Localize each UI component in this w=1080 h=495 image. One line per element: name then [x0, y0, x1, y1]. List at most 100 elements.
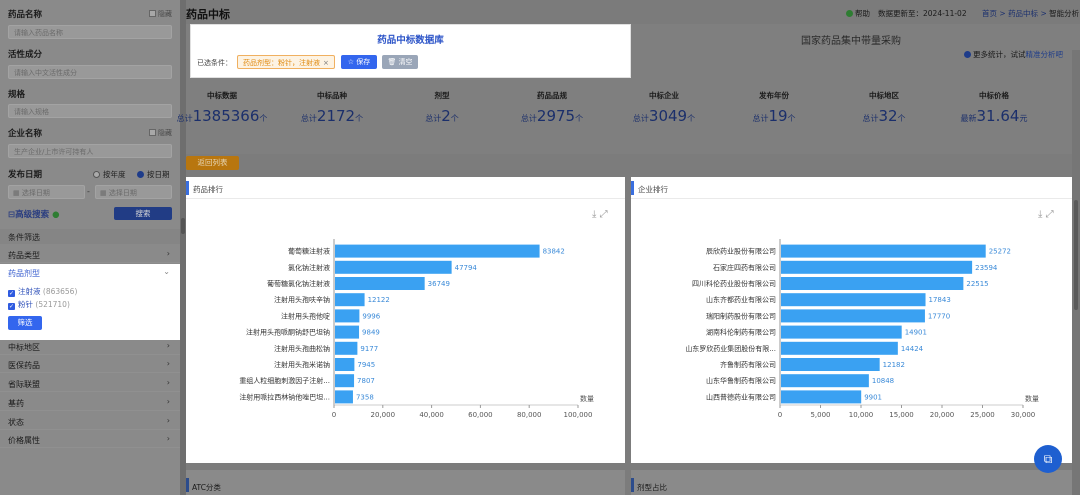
help-icon: [846, 10, 853, 17]
expand-icon[interactable]: ⤢: [599, 209, 608, 220]
company-input[interactable]: 生产企业/上市许可持有人: [8, 144, 172, 158]
group-insurance[interactable]: 医保药品 ›: [0, 356, 180, 373]
category-label: 山东罗欣药业集团股份有限...: [685, 344, 776, 353]
radio-label: 按年度: [103, 170, 126, 179]
feedback-button[interactable]: ⧉: [1034, 445, 1062, 473]
search-button[interactable]: 搜索: [114, 207, 172, 220]
drug-name-hide-toggle[interactable]: 隐藏: [149, 9, 172, 19]
bar: [335, 358, 355, 371]
bar: [781, 293, 926, 307]
value-label: 9996: [362, 312, 380, 320]
precise-analysis-link[interactable]: 精准分析吧: [1025, 50, 1064, 59]
stat-prefix: 总计: [632, 114, 649, 123]
value-label: 12182: [883, 361, 905, 369]
start-date-input[interactable]: ▦ 选择日期: [8, 185, 85, 199]
group-label: 医保药品: [8, 361, 40, 370]
stat-prefix: 总计: [862, 114, 879, 123]
dosage-share-panel: 剂型占比: [631, 470, 1072, 495]
stat-card: 剂型 总计2个: [392, 90, 492, 125]
category-label: 葡萄糖氯化钠注射液: [267, 279, 330, 288]
clear-button[interactable]: 🗑 清空: [382, 55, 418, 69]
filter-button[interactable]: 筛选: [8, 316, 42, 330]
category-label: 注射用头孢哌酮钠舒巴坦钠: [246, 328, 330, 337]
main-scrollbar[interactable]: [1072, 50, 1080, 495]
group-region[interactable]: 中标地区 ›: [0, 338, 180, 355]
stat-suffix: 元: [1019, 114, 1028, 123]
value-label: 25272: [989, 248, 1011, 256]
drug-name-input[interactable]: 请输入药品名称: [8, 25, 172, 39]
group-status[interactable]: 状态 ›: [0, 413, 180, 430]
bar: [335, 260, 452, 274]
checkbox-icon: [149, 129, 156, 136]
spec-input[interactable]: 请输入规格: [8, 104, 172, 118]
date-placeholder: 选择日期: [108, 189, 137, 197]
chart-tools: ⤓ ⤢: [592, 209, 608, 220]
category-label: 注射用头孢他啶: [281, 311, 330, 320]
bar: [335, 325, 360, 339]
ingredient-input[interactable]: 请输入中文活性成分: [8, 65, 172, 79]
download-icon[interactable]: ⤓: [592, 209, 597, 220]
category-label: 注射用头孢呋辛钠: [274, 295, 330, 304]
group-alliance[interactable]: 省际联盟 ›: [0, 375, 180, 392]
group-label: 药品类型: [8, 251, 40, 260]
x-tick-label: 25,000: [970, 411, 995, 419]
crumb-mid[interactable]: 药品中标: [1008, 9, 1039, 18]
topbar: 药品中标 帮助 数据更新至：2024-11-02 首页 > 药品中标 > 智能分…: [186, 0, 1080, 24]
x-tick-label: 5,000: [810, 411, 830, 419]
value-label: 23594: [975, 264, 998, 272]
group-essential[interactable]: 基药 ›: [0, 394, 180, 411]
bar: [781, 341, 898, 355]
company-hide-toggle[interactable]: 隐藏: [149, 128, 172, 138]
accent-bar: [186, 181, 189, 195]
by-year-radio[interactable]: 按年度: [93, 169, 126, 180]
help-link[interactable]: 帮助: [846, 8, 870, 19]
stat-suffix: 个: [787, 114, 796, 123]
chevron-down-icon[interactable]: ⌄: [163, 267, 170, 276]
selected-conditions-label: 已选条件：: [197, 59, 232, 67]
expand-icon[interactable]: ⤢: [1045, 209, 1054, 220]
crumb-home[interactable]: 首页: [982, 9, 997, 18]
x-axis-title: 数量: [1025, 394, 1039, 403]
save-button[interactable]: ☆ 保存: [341, 55, 377, 69]
bar: [781, 325, 902, 339]
stat-suffix: 个: [897, 114, 906, 123]
category-label: 注射用头孢米诺钠: [274, 360, 330, 369]
category-label: 齐鲁制药有限公司: [720, 360, 776, 369]
category-label: 重组人粒细胞刺激因子注射...: [239, 376, 330, 385]
database-popup: 药品中标数据库 已选条件： 药品剂型：粉针，注射液 × ☆ 保存 🗑 清空: [190, 24, 631, 78]
bar: [335, 374, 355, 388]
stat-suffix: 个: [259, 114, 268, 123]
close-icon[interactable]: ×: [323, 59, 329, 67]
bar: [781, 374, 869, 388]
value-label: 22515: [966, 280, 988, 288]
group-price[interactable]: 价格属性 ›: [0, 431, 180, 448]
stat-prefix: 总计: [520, 114, 537, 123]
by-date-radio[interactable]: 按日期: [137, 169, 170, 180]
advanced-search-link[interactable]: ⊟高级搜索 ●: [8, 208, 60, 220]
stat-suffix: 个: [687, 114, 696, 123]
value-label: 9849: [362, 329, 380, 337]
dosage-option-powder[interactable]: ✓ 粉针 (521710): [8, 299, 70, 310]
spec-label: 规格: [8, 90, 26, 100]
dosage-option-injection[interactable]: ✓ 注射液 (863656): [8, 286, 77, 297]
dosage-form-panel: 药品剂型 ⌄ ✓ 注射液 (863656) ✓ 粉针 (521710) 筛选: [0, 264, 180, 340]
end-date-input[interactable]: ▦ 选择日期: [95, 185, 172, 199]
x-tick-label: 0: [332, 411, 336, 419]
save-label: 保存: [356, 58, 371, 66]
download-icon[interactable]: ⤓: [1038, 209, 1043, 220]
x-tick-label: 15,000: [889, 411, 914, 419]
back-to-list-button[interactable]: 返回列表: [186, 156, 239, 170]
drug-type-group[interactable]: 药品类型 ›: [0, 246, 180, 263]
scrollbar-thumb[interactable]: [181, 218, 185, 234]
stat-card: 中标价格最新31.64元: [944, 90, 1044, 125]
panel-title: 剂型占比: [637, 483, 667, 492]
stat-label: 中标价格: [979, 91, 1009, 100]
stat-value: 最新31.64元: [944, 107, 1044, 125]
stat-card: 药品品规 总计2975个: [502, 90, 602, 125]
x-tick-label: 20,000: [371, 411, 396, 419]
sidebar-scrollbar[interactable]: [180, 0, 186, 495]
advanced-search-icon: ⊟: [8, 210, 16, 220]
bar: [781, 309, 925, 323]
scrollbar-thumb[interactable]: [1074, 200, 1078, 310]
panel-title: 药品排行: [193, 185, 223, 194]
